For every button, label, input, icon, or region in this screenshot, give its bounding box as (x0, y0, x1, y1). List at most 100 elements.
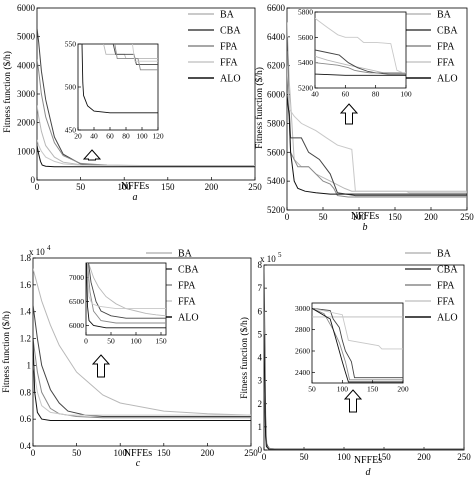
panel-d-xtick-label: 0 (262, 452, 267, 462)
panel-c-inset-series-fpa (87, 263, 166, 324)
panel-c: 0 50 100 150 200 250 0.4 0.6 0.8 1 1.2 1.4 1.6 1.8 NFF… (1, 244, 258, 469)
panel-b-legend: BA CBA FPA FFA ALO (405, 10, 458, 85)
panel-b-inset-ytick-label: 5600 (298, 33, 313, 42)
panel-d-ytick-label: 6 (258, 306, 263, 316)
panel-b-legend-label-ba: BA (437, 10, 452, 21)
panel-c-inset-series-alo (86, 263, 166, 329)
panel-b-inset-xtick-label: 80 (372, 90, 380, 99)
panel-c-xtick-label: 250 (244, 448, 258, 458)
panel-c-ytick-label: 1.4 (20, 307, 32, 317)
panel-a-legend-label-ffa: FFA (220, 58, 238, 69)
panel-b-inset-ytick-label: 5800 (298, 8, 313, 17)
panel-b-inset-ytick-label: 5400 (298, 58, 313, 67)
panel-c-inset-series-ffa (86, 263, 166, 310)
panel-d-ytick-label: 7 (258, 283, 263, 293)
panel-d-zoom-arrow-icon (343, 389, 363, 413)
panel-b-legend-label-fpa: FPA (437, 42, 455, 53)
panel-a-series-alo (37, 145, 255, 168)
panel-a-inset-xtick-label: 20 (74, 132, 82, 141)
panel-d-legend-label-cba: CBA (437, 265, 458, 276)
panel-b-inset-xtick-label: 100 (400, 90, 412, 99)
panel-c-legend: BA CBA FPA FFA ALO (146, 249, 199, 324)
panel-b-inset-ytick-label: 5200 (298, 84, 313, 93)
panel-a-inset-frame (77, 43, 159, 131)
panel-a-xtick-label: 250 (248, 182, 262, 192)
panel-d-xtick-label: 50 (300, 452, 310, 462)
panel-d-ytick-label: 8 (258, 260, 263, 270)
panel-d-inset-frame (311, 302, 404, 384)
panel-d-ylabel: Fitness function ($/h) (239, 317, 250, 399)
panel-b-ytick-label: 6600 (267, 3, 286, 13)
panel-a-xtick-label: 150 (161, 182, 175, 192)
panel-c-legend-label-alo: ALO (178, 313, 199, 324)
panel-a-inset-xtick-label: 40 (90, 132, 98, 141)
panel-d-xtick-label: 250 (457, 452, 471, 462)
panel-a-xtick-label: 50 (76, 182, 86, 192)
panel-c-ylabel: Fitness function ($/h) (1, 311, 12, 393)
panel-b-series-alo (287, 94, 467, 195)
panel-b-ytick-label: 5800 (267, 118, 286, 128)
panel-a-inset-ytick-label: 450 (65, 126, 77, 135)
panel-d-y-multiplier-exp: 5 (278, 251, 282, 259)
panel-a-inset: 20 40 60 80 100 120 450 500 550 (65, 40, 164, 141)
panel-a-xtick-label: 200 (205, 182, 219, 192)
panel-d-inset-xtick-label: 200 (397, 385, 409, 394)
panel-d-legend-label-ba: BA (437, 249, 452, 260)
panel-b-legend-label-ffa: FFA (437, 58, 455, 69)
panel-b-xtick-label: 50 (319, 212, 329, 222)
panel-c-series-alo (33, 338, 251, 421)
panel-d-ytick-label: 0 (258, 445, 263, 455)
panel-a: 0 50 100 150 200 250 0 1000 2000 3000 4000 5000 6000… (2, 3, 262, 203)
panel-a-inset-series-fpa (114, 44, 158, 71)
panel-a-xtick-label: 100 (117, 182, 131, 192)
panel-a-ytick-label: 0 (31, 175, 36, 185)
panel-b-ytick-label: 5600 (267, 147, 286, 157)
panel-c-xlabel: NFFEs (124, 448, 152, 459)
panel-a-inset-series-ffa (131, 44, 158, 62)
panel-c-legend-label-ba: BA (178, 249, 193, 260)
panel-a-ytick-label: 4000 (17, 60, 36, 70)
panel-b-inset-xtick-label: 60 (342, 90, 350, 99)
panel-c-xtick-label: 150 (157, 448, 171, 458)
panel-a-ytick-label: 2000 (17, 118, 36, 128)
panel-b-xtick-label: 0 (285, 212, 290, 222)
panel-d-inset: 50 100 150 200 2400 2600 2800 3000 (295, 302, 409, 394)
panel-d-inset-ytick-label: 2400 (295, 368, 310, 377)
panel-d-inset-ytick-label: 3000 (295, 304, 310, 313)
panel-b-inset-series-fpa (315, 62, 406, 74)
panel-d-ytick-label: 1 (258, 422, 263, 432)
panel-a-inset-xtick-label: 100 (136, 132, 148, 141)
panel-c-legend-label-ffa: FFA (178, 297, 196, 308)
panel-d-inset-series-ffa (312, 307, 403, 350)
panel-c-caption: c (136, 458, 141, 469)
panel-c-series-cba (33, 304, 251, 417)
panel-c-ytick-label: 0.8 (20, 387, 32, 397)
panel-b-ytick-label: 6000 (267, 90, 286, 100)
panel-b-xtick-label: 250 (460, 212, 474, 222)
panel-c-inset: 0 50 100 150 6000 6500 7000 (69, 262, 167, 346)
panel-c-xtick-label: 0 (31, 448, 36, 458)
panel-d-legend-label-ffa: FFA (437, 297, 455, 308)
panel-a-legend-label-cba: CBA (220, 26, 241, 37)
panel-a-legend-label-alo: ALO (220, 74, 241, 85)
panel-d-series-group (264, 269, 464, 450)
panel-b-ylabel: Fitness function ($/h) (254, 67, 265, 149)
panel-a-legend-label-ba: BA (220, 10, 235, 21)
panel-a-series-group (37, 28, 255, 168)
panel-a-zoom-arrow-icon (82, 149, 102, 161)
panel-c-inset-frame (85, 262, 167, 336)
panel-a-inset-series-alo (81, 44, 158, 114)
panel-c-xtick-label: 50 (72, 448, 82, 458)
panel-c-inset-series-ba (88, 263, 166, 317)
panel-a-ytick-label: 5000 (17, 32, 36, 42)
panel-c-inset-xtick-label: 0 (84, 337, 88, 346)
panel-d-caption: d (366, 467, 372, 478)
panel-a-legend-label-fpa: FPA (220, 42, 238, 53)
panel-a-ytick-label: 3000 (17, 89, 36, 99)
panel-b-series-group (287, 22, 467, 198)
panel-b-inset-series-group (315, 17, 406, 76)
panel-c-zoom-arrow-icon (91, 354, 111, 378)
panel-b-xtick-label: 150 (388, 212, 402, 222)
